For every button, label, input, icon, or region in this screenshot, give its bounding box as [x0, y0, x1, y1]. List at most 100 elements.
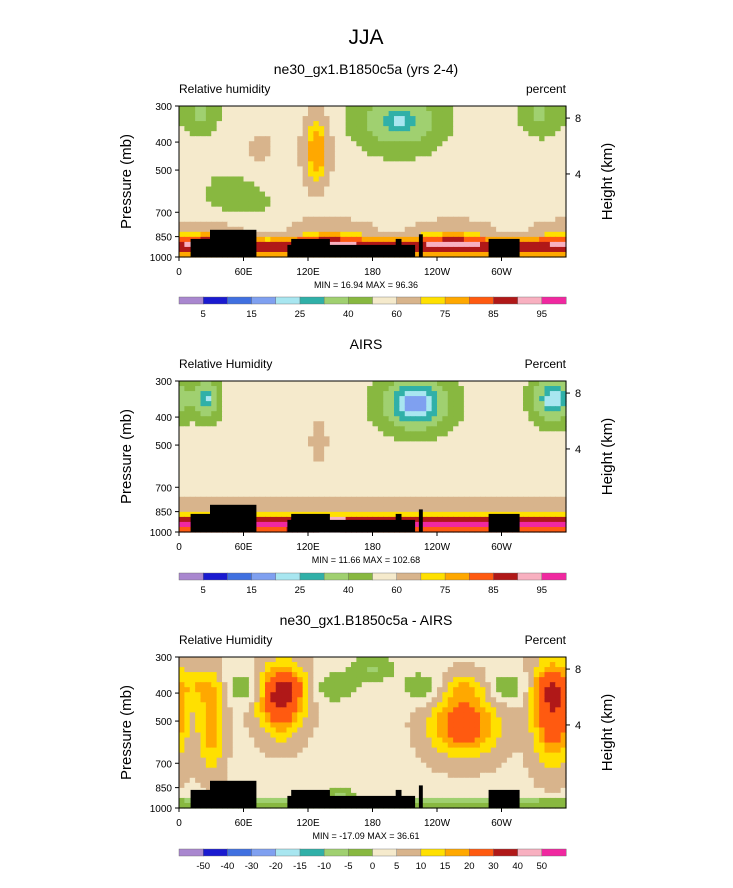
heatmap-cell [205, 136, 212, 142]
heatmap-cell [469, 431, 476, 437]
heatmap-cell [415, 111, 422, 117]
heatmap-cell [259, 511, 266, 518]
heatmap-cell [463, 486, 470, 493]
heatmap-cell [394, 451, 400, 458]
heatmap-cell [469, 677, 476, 683]
heatmap-cell [254, 201, 261, 208]
heatmap-cell [533, 677, 540, 683]
heatmap-cell [308, 211, 314, 218]
heatmap-cell [560, 396, 567, 402]
heatmap-cell [232, 226, 239, 233]
heatmap-cell [259, 111, 266, 117]
heatmap-cell [270, 241, 277, 248]
heatmap-cell [334, 106, 341, 112]
heatmap-cell [248, 426, 255, 432]
heatmap-cell [205, 682, 212, 688]
heatmap-cell [302, 211, 309, 218]
heatmap-cell [356, 406, 363, 412]
heatmap-cell [539, 471, 546, 478]
heatmap-cell [501, 446, 508, 453]
heatmap-cell [474, 121, 481, 127]
heatmap-cell [329, 692, 336, 698]
heatmap-cell [512, 191, 519, 198]
heatmap-cell [243, 181, 250, 188]
heatmap-cell [544, 516, 551, 523]
heatmap-cell [334, 166, 341, 173]
heatmap-cell [463, 411, 470, 417]
heatmap-cell [420, 251, 427, 258]
heatmap-cell [517, 251, 524, 258]
heatmap-cell [480, 521, 486, 528]
heatmap-cell [200, 476, 207, 483]
heatmap-cell [340, 151, 347, 157]
heatmap-cell [447, 221, 454, 228]
heatmap-cell [275, 431, 282, 437]
heatmap-cell [394, 506, 400, 513]
heatmap-cell [367, 426, 374, 432]
heatmap-cell [512, 121, 519, 127]
heatmap-cell [281, 687, 288, 693]
heatmap-cell [539, 131, 546, 137]
heatmap-cell [189, 171, 196, 178]
heatmap-cell [189, 506, 196, 513]
heatmap-cell [410, 486, 417, 493]
heatmap-cell [189, 436, 196, 442]
heatmap-cell [227, 196, 234, 203]
heatmap-cell [528, 431, 535, 437]
heatmap-cell [291, 216, 298, 223]
heatmap-cell [549, 401, 556, 407]
heatmap-cell [517, 121, 524, 127]
heatmap-cell [286, 501, 293, 508]
heatmap-cell [189, 486, 196, 493]
heatmap-cell [404, 456, 411, 463]
heatmap-cell [480, 426, 486, 432]
heatmap-cell [302, 146, 309, 152]
heatmap-cell [399, 662, 406, 668]
heatmap-cell [302, 657, 309, 663]
heatmap-cell [523, 416, 529, 422]
heatmap-cell [216, 692, 223, 698]
heatmap-cell [216, 211, 223, 218]
heatmap-cell [361, 506, 368, 513]
heatmap-cell [517, 161, 524, 167]
heatmap-cell [501, 687, 508, 693]
heatmap-cell [410, 516, 417, 523]
heatmap-cell [356, 411, 363, 417]
heatmap-cell [394, 476, 400, 483]
heatmap-cell [248, 491, 255, 498]
heatmap-cell [270, 687, 277, 693]
heatmap-cell [431, 682, 438, 688]
heatmap-cell [480, 141, 486, 147]
heatmap-cell [388, 111, 395, 117]
heatmap-cell [404, 381, 411, 387]
heatmap-cell [463, 131, 470, 137]
heatmap-cell [426, 121, 433, 127]
heatmap-cell [431, 496, 438, 503]
heatmap-cell [528, 386, 535, 392]
heatmap-cell [297, 171, 304, 178]
heatmap-cell [211, 121, 218, 127]
heatmap-cell [351, 511, 357, 518]
heatmap-cell [356, 126, 363, 132]
heatmap-cell [555, 446, 562, 453]
heatmap-cell [523, 191, 529, 198]
heatmap-cell [291, 461, 298, 468]
heatmap-cell [232, 111, 239, 117]
heatmap-cell [211, 466, 218, 473]
heatmap-cell [388, 161, 395, 167]
heatmap-cell [308, 216, 314, 223]
heatmap-cell [506, 486, 513, 493]
heatmap-cell [334, 381, 341, 387]
heatmap-cell [458, 672, 465, 678]
heatmap-cell [329, 156, 336, 162]
heatmap-cell [184, 486, 191, 493]
heatmap-cell [512, 221, 519, 228]
heatmap-cell [442, 206, 449, 213]
heatmap-cell [506, 186, 513, 193]
heatmap-cell [367, 431, 374, 437]
heatmap-cell [463, 111, 470, 117]
heatmap-cell [437, 431, 443, 437]
heatmap-cell [248, 692, 255, 698]
heatmap-cell [372, 186, 379, 193]
heatmap-cell [549, 126, 556, 132]
